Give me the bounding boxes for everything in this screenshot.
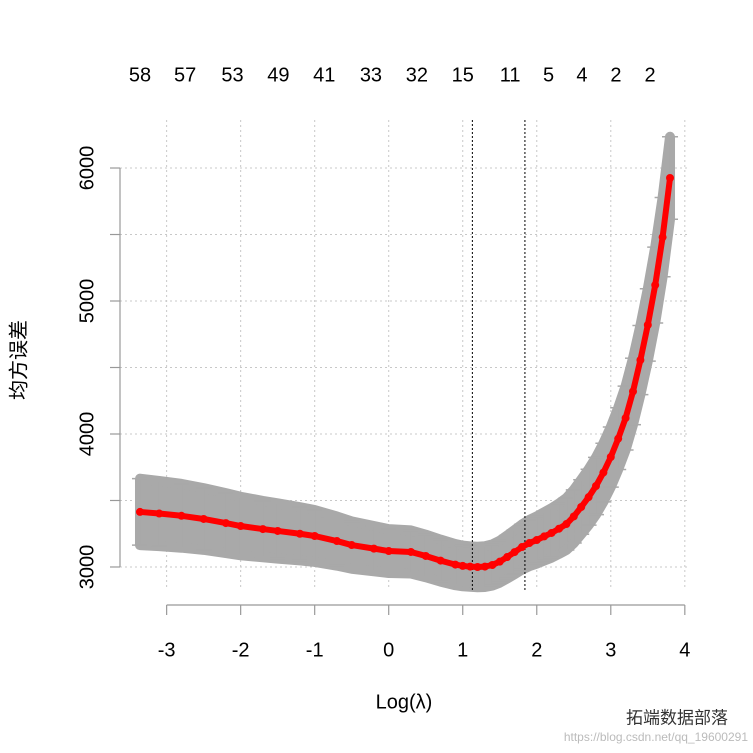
point xyxy=(451,560,460,569)
point xyxy=(488,560,497,569)
watermark: 拓端数据部落 xyxy=(626,708,728,727)
top-tick-label: 32 xyxy=(406,64,428,86)
point xyxy=(436,556,445,565)
point xyxy=(591,481,600,490)
point xyxy=(480,562,489,571)
point xyxy=(258,525,267,534)
point xyxy=(621,414,630,423)
url-watermark: https://blog.csdn.net/qq_19600291 xyxy=(564,730,748,744)
top-tick-label: 33 xyxy=(360,64,382,86)
y-tick-label: 4000 xyxy=(76,412,98,457)
point xyxy=(273,526,282,535)
x-axis-label: Log(λ) xyxy=(376,691,433,713)
point xyxy=(569,512,578,521)
point xyxy=(651,281,660,290)
x-tick-label: 1 xyxy=(457,639,468,661)
y-axis-label: 均方误差 xyxy=(7,320,31,400)
point xyxy=(636,356,645,365)
point xyxy=(503,553,512,562)
point xyxy=(666,173,675,182)
point xyxy=(495,557,504,566)
point xyxy=(510,548,519,557)
point xyxy=(310,532,319,541)
point xyxy=(540,532,549,541)
point xyxy=(199,514,208,523)
point xyxy=(347,541,356,550)
top-tick-label: 5 xyxy=(543,64,554,86)
point xyxy=(517,543,526,552)
point xyxy=(421,551,430,560)
point xyxy=(295,529,304,538)
point xyxy=(466,562,475,571)
point xyxy=(525,539,534,548)
point xyxy=(458,561,467,570)
point xyxy=(406,547,415,556)
point xyxy=(606,453,615,462)
top-tick-label: 2 xyxy=(644,64,655,86)
x-tick-label: 3 xyxy=(605,639,616,661)
top-tick-label: 4 xyxy=(576,64,587,86)
top-tick-label: 57 xyxy=(174,64,196,86)
top-tick-label: 11 xyxy=(500,64,521,86)
point xyxy=(562,520,571,529)
point xyxy=(584,493,593,502)
point xyxy=(554,524,563,533)
point xyxy=(384,547,393,556)
y-tick-label: 3000 xyxy=(76,545,98,590)
top-tick-label: 49 xyxy=(267,64,289,86)
point xyxy=(629,387,637,396)
point xyxy=(473,562,482,571)
top-tick-label: 15 xyxy=(452,64,474,86)
y-tick-label: 5000 xyxy=(76,279,98,324)
point xyxy=(614,434,623,443)
x-tick-label: -3 xyxy=(158,639,176,661)
top-tick-label: 58 xyxy=(129,64,151,86)
x-tick-label: -2 xyxy=(232,639,250,661)
top-tick-label: 53 xyxy=(221,64,243,86)
point xyxy=(177,511,186,520)
point xyxy=(547,528,556,537)
point xyxy=(577,503,586,512)
point xyxy=(599,468,608,477)
point xyxy=(236,522,245,531)
point xyxy=(658,233,667,242)
y-tick-label: 6000 xyxy=(76,146,98,191)
x-tick-label: 0 xyxy=(383,639,394,661)
point xyxy=(532,535,541,544)
x-tick-label: 4 xyxy=(679,639,690,661)
point xyxy=(135,507,144,516)
top-tick-label: 41 xyxy=(313,64,335,86)
top-tick-label: 2 xyxy=(610,64,621,86)
point xyxy=(643,320,652,329)
x-tick-label: 2 xyxy=(531,639,542,661)
point xyxy=(369,544,378,553)
point xyxy=(332,537,341,546)
point xyxy=(155,509,164,518)
x-tick-label: -1 xyxy=(306,639,324,661)
point xyxy=(221,519,230,528)
